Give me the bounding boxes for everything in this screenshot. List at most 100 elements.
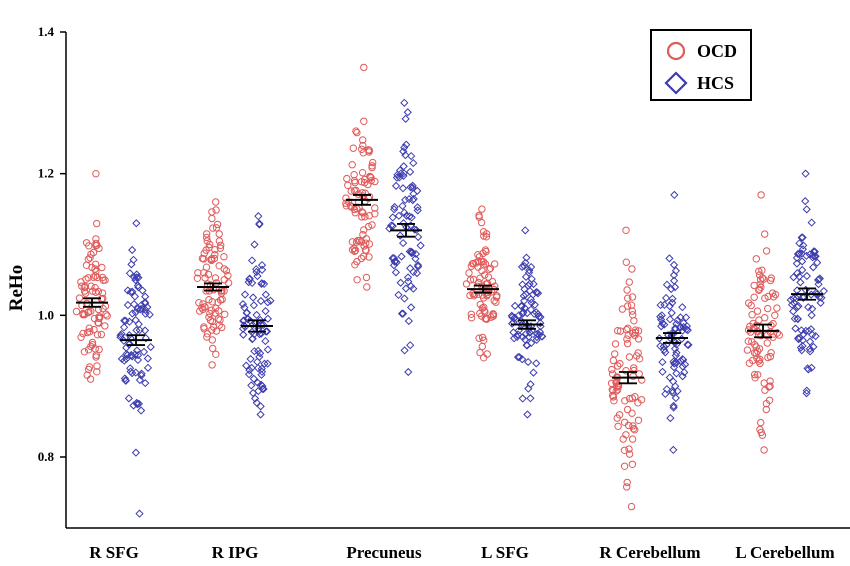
- hcs-point: [391, 268, 401, 277]
- hcs-point: [532, 359, 541, 368]
- ocd-point: [200, 325, 208, 333]
- hcs-point: [802, 251, 811, 260]
- hcs-point: [388, 213, 397, 222]
- hcs-point: [407, 213, 416, 222]
- hcs-point: [798, 257, 807, 266]
- hcs-point: [399, 219, 408, 228]
- ocd-point: [609, 393, 618, 401]
- ocd-point: [629, 311, 637, 319]
- hcs-point: [412, 225, 421, 235]
- ocd-point: [475, 334, 483, 342]
- hcs-point: [528, 290, 538, 299]
- hcs-point: [406, 282, 416, 291]
- ocd-point: [203, 333, 211, 341]
- hcs-point: [508, 319, 517, 328]
- hcs-point: [133, 355, 143, 365]
- ocd-point: [365, 253, 373, 261]
- hcs-point: [145, 310, 154, 319]
- hcs-point: [537, 332, 547, 341]
- hcs-point: [134, 283, 143, 292]
- hcs-point: [513, 332, 522, 342]
- ocd-point: [757, 418, 765, 427]
- hcs-point: [132, 273, 141, 282]
- ocd-point: [623, 339, 632, 348]
- hcs-point: [669, 403, 678, 412]
- hcs-point: [811, 332, 820, 341]
- hcs-point: [408, 196, 417, 205]
- hcs-point: [670, 190, 679, 200]
- hcs-error-bar: [120, 334, 152, 346]
- hcs-point: [796, 278, 805, 287]
- ocd-point: [756, 359, 764, 368]
- hcs-point: [679, 318, 688, 328]
- hcs-error-bar: [241, 319, 273, 333]
- ocd-point: [342, 194, 350, 202]
- ocd-point: [98, 263, 106, 272]
- ocd-point: [205, 296, 213, 304]
- ocd-point: [220, 265, 228, 273]
- hcs-point: [398, 201, 407, 211]
- ocd-point: [89, 248, 98, 257]
- ocd-point: [92, 170, 100, 178]
- ocd-point: [628, 394, 636, 402]
- hcs-point: [672, 369, 681, 378]
- ocd-point: [99, 304, 107, 313]
- ocd-point: [211, 246, 219, 254]
- hcs-point: [801, 169, 810, 178]
- ocd-point: [347, 187, 355, 195]
- hcs-point: [141, 309, 150, 318]
- hcs-point: [518, 355, 527, 364]
- ocd-point: [620, 462, 629, 470]
- ocd-point: [351, 246, 360, 255]
- ocd-point: [608, 365, 616, 374]
- ocd-point: [477, 218, 486, 227]
- hcs-point: [250, 240, 259, 249]
- ocd-point: [625, 353, 634, 361]
- ocd-point: [93, 219, 101, 228]
- ocd-point: [750, 349, 759, 357]
- hcs-point: [135, 509, 144, 518]
- ocd-point: [208, 336, 217, 344]
- ocd-point: [91, 284, 99, 292]
- hcs-point: [146, 342, 155, 352]
- hcs-point: [525, 266, 534, 275]
- ocd-point: [611, 340, 620, 348]
- ocd-point: [342, 202, 350, 210]
- ocd-point: [476, 274, 484, 282]
- hcs-point: [263, 314, 272, 323]
- ocd-point: [622, 431, 630, 439]
- hcs-point: [530, 300, 539, 309]
- hcs-point: [667, 284, 676, 294]
- hcs-point: [799, 241, 808, 250]
- ocd-point: [354, 236, 362, 245]
- ocd-point: [761, 230, 769, 238]
- ocd-point: [769, 319, 777, 328]
- ocd-point: [209, 344, 217, 353]
- hcs-point: [120, 374, 129, 383]
- ocd-point: [621, 397, 629, 405]
- hcs-point: [814, 280, 823, 289]
- ocd-point: [769, 293, 778, 301]
- hcs-point: [253, 271, 262, 281]
- ocd-point: [212, 198, 220, 206]
- hcs-point: [409, 158, 418, 168]
- hcs-point: [814, 275, 824, 284]
- ocd-point: [493, 292, 501, 300]
- hcs-point: [135, 375, 145, 385]
- ocd-point: [358, 169, 367, 177]
- hcs-point: [401, 195, 410, 205]
- ocd-point: [215, 230, 223, 238]
- ocd-point: [750, 293, 758, 301]
- hcs-point: [126, 287, 135, 297]
- ocd-point: [221, 310, 229, 318]
- hcs-point: [409, 284, 418, 293]
- hcs-point: [661, 348, 670, 357]
- hcs-point: [809, 263, 818, 272]
- ocd-point: [611, 350, 619, 358]
- hcs-point: [141, 378, 150, 388]
- hcs-point: [256, 402, 265, 411]
- hcs-point: [131, 448, 141, 457]
- hcs-point: [133, 400, 142, 409]
- ocd-point: [481, 271, 489, 279]
- ocd-point: [77, 333, 85, 341]
